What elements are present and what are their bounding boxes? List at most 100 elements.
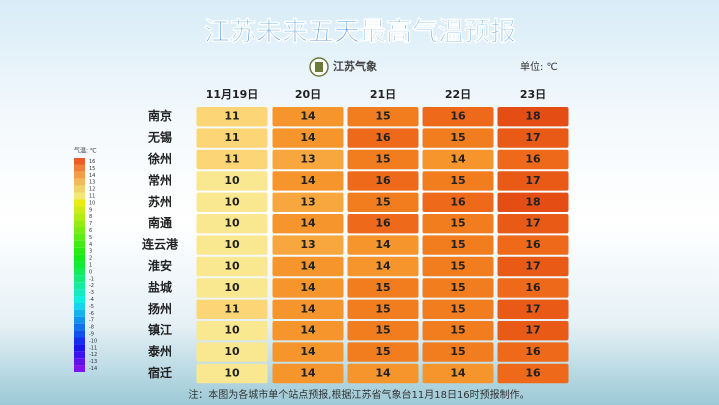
temp-cell xyxy=(196,107,268,127)
temp-cell xyxy=(422,321,494,341)
legend-label: 4 xyxy=(89,242,92,248)
temp-value: 15 xyxy=(450,260,465,273)
legend-label: -12 xyxy=(89,352,97,358)
temp-cell xyxy=(196,128,268,148)
legend-label: -13 xyxy=(89,359,97,365)
temp-cell xyxy=(497,363,569,384)
legend-label: 11 xyxy=(89,193,95,199)
temp-value: 17 xyxy=(525,131,540,144)
legend-swatch xyxy=(74,227,85,234)
temp-value: 15 xyxy=(375,195,390,208)
temp-cell xyxy=(272,321,344,341)
temp-value: 13 xyxy=(300,238,315,251)
temp-cell xyxy=(347,107,419,127)
legend-swatch xyxy=(74,302,85,310)
legend-label: -8 xyxy=(89,325,94,331)
legend-swatch xyxy=(74,240,85,248)
legend-swatch xyxy=(74,351,85,359)
temp-value: 11 xyxy=(224,153,239,166)
temp-cell xyxy=(272,171,344,191)
column-header: 23日 xyxy=(520,88,546,101)
temp-value: 11 xyxy=(224,131,239,144)
temp-value: 16 xyxy=(525,238,541,251)
temp-value: 10 xyxy=(224,217,240,230)
temp-cell xyxy=(422,107,494,127)
temp-value: 14 xyxy=(300,260,316,273)
legend-swatch xyxy=(74,247,85,255)
temp-cell xyxy=(272,256,344,277)
temp-cell xyxy=(347,321,419,341)
temp-cell xyxy=(422,149,494,170)
temp-cell xyxy=(347,235,419,255)
temp-value: 18 xyxy=(525,110,540,123)
temp-value: 14 xyxy=(375,238,391,251)
temp-value: 17 xyxy=(525,174,540,187)
temp-value: 14 xyxy=(450,153,466,166)
temp-value: 16 xyxy=(525,367,541,380)
temp-value: 10 xyxy=(224,195,240,208)
legend-label: 0 xyxy=(89,269,92,275)
temp-cell xyxy=(272,149,344,170)
temp-cell xyxy=(196,235,268,255)
temp-cell xyxy=(196,363,268,384)
city-name: 淮安 xyxy=(148,258,172,273)
temp-cell xyxy=(272,192,344,212)
temp-cell xyxy=(422,363,494,384)
legend-swatch xyxy=(74,316,85,324)
legend-swatch xyxy=(74,309,85,317)
temp-cell xyxy=(347,192,419,212)
temp-value: 15 xyxy=(375,345,390,358)
temp-value: 15 xyxy=(450,324,465,337)
legend-label: -3 xyxy=(89,290,94,296)
legend-swatch xyxy=(74,158,85,165)
temp-value: 10 xyxy=(224,345,240,358)
temp-cell xyxy=(422,278,494,298)
temp-value: 14 xyxy=(375,367,391,380)
temp-value: 15 xyxy=(375,302,390,315)
temp-cell xyxy=(347,128,419,148)
temp-cell xyxy=(347,256,419,277)
temp-value: 17 xyxy=(525,260,540,273)
temp-value: 11 xyxy=(224,110,239,123)
temp-cell xyxy=(347,342,419,362)
legend-label: 7 xyxy=(89,221,92,227)
legend-swatch xyxy=(74,185,85,193)
legend-swatch xyxy=(74,268,85,276)
legend-swatch xyxy=(74,358,85,366)
temp-cell xyxy=(272,363,344,384)
temp-cell xyxy=(422,256,494,277)
temp-value: 14 xyxy=(300,131,316,144)
temp-value: 17 xyxy=(525,217,540,230)
temp-value: 15 xyxy=(450,131,465,144)
city-name: 连云港 xyxy=(142,237,179,252)
temp-cell xyxy=(422,214,494,234)
temp-value: 15 xyxy=(450,302,465,315)
temp-value: 14 xyxy=(300,367,316,380)
city-name: 宿迁 xyxy=(148,365,172,380)
temp-cell xyxy=(196,149,268,170)
temp-cell xyxy=(497,342,569,362)
temp-cell xyxy=(196,278,268,298)
legend-label: 10 xyxy=(89,200,95,206)
temp-value: 10 xyxy=(224,174,240,187)
legend-swatch xyxy=(74,344,85,352)
city-name: 苏州 xyxy=(148,194,172,209)
temp-value: 17 xyxy=(525,302,540,315)
column-header: 22日 xyxy=(445,88,471,101)
temp-cell xyxy=(347,299,419,319)
temp-value: 16 xyxy=(525,345,541,358)
temp-value: 13 xyxy=(300,195,315,208)
legend-swatch xyxy=(74,206,85,214)
temp-value: 18 xyxy=(525,195,540,208)
temp-value: 16 xyxy=(450,110,466,123)
temp-value: 10 xyxy=(224,324,240,337)
temp-value: 14 xyxy=(300,281,316,294)
temp-cell xyxy=(422,299,494,319)
column-header: 20日 xyxy=(295,88,321,101)
legend-label: -6 xyxy=(89,311,94,317)
temp-cell xyxy=(422,171,494,191)
temp-value: 11 xyxy=(224,302,239,315)
temp-value: 15 xyxy=(375,110,390,123)
temp-cell xyxy=(422,192,494,212)
